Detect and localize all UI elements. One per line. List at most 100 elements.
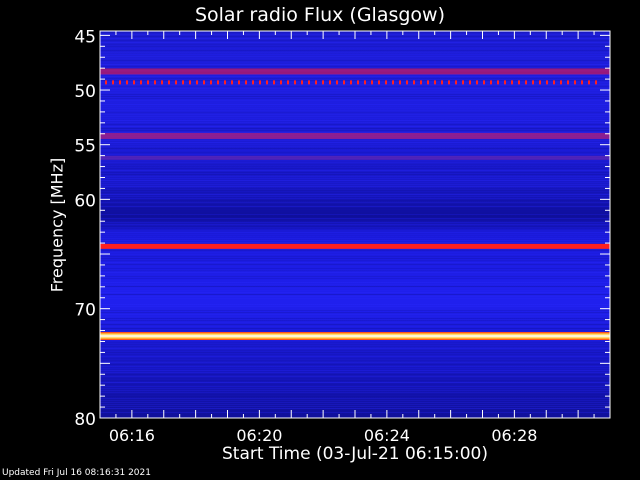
streak <box>100 280 610 281</box>
streak <box>100 190 610 191</box>
band-dash <box>441 80 443 85</box>
streak <box>100 276 610 277</box>
streak <box>100 104 610 105</box>
streak <box>100 122 610 123</box>
streak <box>100 96 610 97</box>
streak <box>100 232 610 233</box>
streak <box>100 346 610 347</box>
streak <box>100 162 610 163</box>
streak <box>100 220 610 221</box>
streak <box>100 344 610 345</box>
band-dash <box>301 80 303 85</box>
streak <box>100 396 610 397</box>
streak <box>100 282 610 283</box>
x-tick-label: 06:16 <box>109 426 155 445</box>
streak <box>100 88 610 89</box>
band-dash <box>105 80 107 85</box>
band-dash <box>399 80 401 85</box>
streak <box>100 228 610 229</box>
band-dash <box>196 80 198 85</box>
streak <box>100 144 610 145</box>
y-tick-label: 70 <box>74 301 96 321</box>
band-dash <box>406 80 408 85</box>
band-dash <box>322 80 324 85</box>
streak <box>100 406 610 407</box>
streak <box>100 362 610 363</box>
y-tick-label: 60 <box>74 191 96 211</box>
band-dash <box>546 80 548 85</box>
streak <box>100 256 610 257</box>
streak <box>100 196 610 197</box>
band-dash <box>259 80 261 85</box>
band-dash <box>336 80 338 85</box>
band-dash <box>294 80 296 85</box>
band-dash <box>161 80 163 85</box>
streak <box>100 342 610 343</box>
band-dash <box>574 80 576 85</box>
streak <box>100 54 610 55</box>
streak <box>100 326 610 327</box>
streak <box>100 364 610 365</box>
streak <box>100 260 610 261</box>
streak <box>100 354 610 355</box>
band-dash <box>175 80 177 85</box>
streak <box>100 132 610 133</box>
streak <box>100 150 610 151</box>
streak <box>100 92 610 93</box>
streak <box>100 48 610 49</box>
streak <box>100 286 610 287</box>
streak <box>100 288 610 289</box>
streak <box>100 312 610 313</box>
y-tick-label: 55 <box>74 137 96 157</box>
streak <box>100 352 610 353</box>
streak <box>100 386 610 387</box>
band-dash <box>427 80 429 85</box>
x-tick-label: 06:28 <box>491 426 537 445</box>
band-dash <box>189 80 191 85</box>
streak <box>100 224 610 225</box>
streak <box>100 46 610 47</box>
band-dash <box>525 80 527 85</box>
streak <box>100 270 610 271</box>
streak <box>100 264 610 265</box>
streak <box>100 330 610 331</box>
streak <box>100 76 610 77</box>
streak <box>100 100 610 101</box>
streak <box>100 268 610 269</box>
streak <box>100 262 610 263</box>
streak <box>100 376 610 377</box>
streak <box>100 112 610 113</box>
streak <box>100 56 610 57</box>
streak <box>100 66 610 67</box>
band-dash <box>147 80 149 85</box>
streak <box>100 114 610 115</box>
streak <box>100 324 610 325</box>
streak <box>100 110 610 111</box>
x-tick-label: 06:24 <box>364 426 410 445</box>
streak <box>100 64 610 65</box>
streak <box>100 62 610 63</box>
streak <box>100 152 610 153</box>
streak <box>100 80 610 81</box>
band-dash <box>539 80 541 85</box>
band-dash <box>371 80 373 85</box>
streak <box>100 374 610 375</box>
streak <box>100 294 610 295</box>
band-dash <box>203 80 205 85</box>
x-tick-label: 06:20 <box>236 426 282 445</box>
streak <box>100 140 610 141</box>
streak <box>100 382 610 383</box>
frequency-bands <box>100 68 610 341</box>
streak <box>100 252 610 253</box>
streak <box>100 170 610 171</box>
streak <box>100 360 610 361</box>
streak <box>100 266 610 267</box>
band-dash <box>357 80 359 85</box>
streak <box>100 188 610 189</box>
streak <box>100 302 610 303</box>
streak <box>100 178 610 179</box>
streak <box>100 148 610 149</box>
streak <box>100 204 610 205</box>
x-axis: 06:16 06:20 06:24 06:28 <box>99 31 611 445</box>
band-dash <box>364 80 366 85</box>
